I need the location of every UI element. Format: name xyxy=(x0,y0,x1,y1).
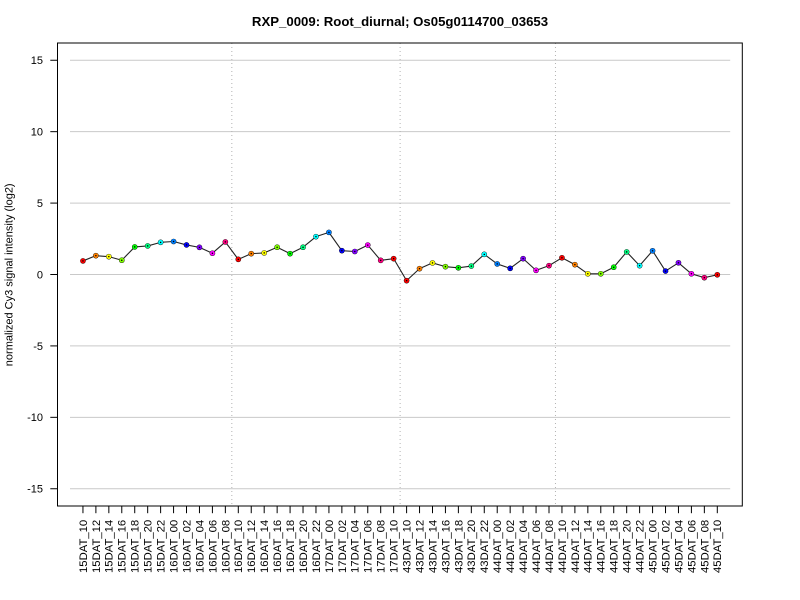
svg-text:16DAT_18: 16DAT_18 xyxy=(285,520,297,573)
svg-text:16DAT_00: 16DAT_00 xyxy=(168,520,180,573)
svg-text:44DAT_04: 44DAT_04 xyxy=(518,520,530,573)
svg-text:16DAT_08: 16DAT_08 xyxy=(220,520,232,573)
svg-text:43DAT_10: 43DAT_10 xyxy=(402,520,414,573)
svg-text:16DAT_22: 16DAT_22 xyxy=(311,520,323,573)
svg-text:RXP_0009: Root_diurnal; Os05g0: RXP_0009: Root_diurnal; Os05g0114700_036… xyxy=(252,14,548,29)
svg-text:15: 15 xyxy=(31,55,43,67)
svg-text:15DAT_18: 15DAT_18 xyxy=(130,520,142,573)
svg-text:-10: -10 xyxy=(27,412,43,424)
svg-text:45DAT_04: 45DAT_04 xyxy=(673,520,685,573)
svg-text:normalized Cy3 signal intensit: normalized Cy3 signal intensity (log2) xyxy=(4,183,16,366)
svg-text:16DAT_16: 16DAT_16 xyxy=(272,520,284,573)
svg-text:44DAT_00: 44DAT_00 xyxy=(492,520,504,573)
svg-text:44DAT_14: 44DAT_14 xyxy=(583,520,595,573)
svg-text:16DAT_04: 16DAT_04 xyxy=(194,520,206,573)
svg-text:44DAT_10: 44DAT_10 xyxy=(557,520,569,573)
svg-text:43DAT_18: 43DAT_18 xyxy=(453,520,465,573)
svg-text:43DAT_12: 43DAT_12 xyxy=(414,520,426,573)
svg-text:16DAT_10: 16DAT_10 xyxy=(233,520,245,573)
svg-text:43DAT_14: 43DAT_14 xyxy=(427,520,439,573)
svg-text:16DAT_20: 16DAT_20 xyxy=(298,520,310,573)
svg-text:17DAT_10: 17DAT_10 xyxy=(389,520,401,573)
svg-text:44DAT_08: 44DAT_08 xyxy=(544,520,556,573)
svg-text:15DAT_22: 15DAT_22 xyxy=(156,520,168,573)
svg-text:15DAT_10: 15DAT_10 xyxy=(78,520,90,573)
svg-text:16DAT_02: 16DAT_02 xyxy=(181,520,193,573)
svg-text:-15: -15 xyxy=(27,484,43,496)
svg-text:5: 5 xyxy=(37,198,43,210)
svg-text:15DAT_12: 15DAT_12 xyxy=(91,520,103,573)
svg-text:16DAT_12: 16DAT_12 xyxy=(246,520,258,573)
svg-text:15DAT_16: 15DAT_16 xyxy=(117,520,129,573)
svg-text:44DAT_02: 44DAT_02 xyxy=(505,520,517,573)
svg-text:43DAT_16: 43DAT_16 xyxy=(440,520,452,573)
svg-text:17DAT_08: 17DAT_08 xyxy=(376,520,388,573)
svg-text:16DAT_06: 16DAT_06 xyxy=(207,520,219,573)
svg-text:10: 10 xyxy=(31,127,43,139)
svg-text:44DAT_22: 44DAT_22 xyxy=(635,520,647,573)
svg-text:45DAT_10: 45DAT_10 xyxy=(712,520,724,573)
svg-text:44DAT_16: 44DAT_16 xyxy=(596,520,608,573)
svg-text:0: 0 xyxy=(37,269,43,281)
svg-text:17DAT_06: 17DAT_06 xyxy=(363,520,375,573)
svg-text:17DAT_04: 17DAT_04 xyxy=(350,520,362,573)
svg-text:17DAT_02: 17DAT_02 xyxy=(337,520,349,573)
svg-text:17DAT_00: 17DAT_00 xyxy=(324,520,336,573)
svg-text:43DAT_22: 43DAT_22 xyxy=(479,520,491,573)
svg-text:43DAT_20: 43DAT_20 xyxy=(466,520,478,573)
svg-text:44DAT_20: 44DAT_20 xyxy=(622,520,634,573)
svg-text:45DAT_08: 45DAT_08 xyxy=(699,520,711,573)
svg-text:16DAT_14: 16DAT_14 xyxy=(259,520,271,573)
svg-text:15DAT_14: 15DAT_14 xyxy=(104,520,116,573)
svg-text:45DAT_00: 45DAT_00 xyxy=(647,520,659,573)
svg-text:44DAT_06: 44DAT_06 xyxy=(531,520,543,573)
svg-text:15DAT_20: 15DAT_20 xyxy=(143,520,155,573)
svg-text:44DAT_18: 44DAT_18 xyxy=(609,520,621,573)
svg-text:-5: -5 xyxy=(33,341,43,353)
svg-text:45DAT_06: 45DAT_06 xyxy=(686,520,698,573)
svg-text:44DAT_12: 44DAT_12 xyxy=(570,520,582,573)
svg-text:45DAT_02: 45DAT_02 xyxy=(660,520,672,573)
